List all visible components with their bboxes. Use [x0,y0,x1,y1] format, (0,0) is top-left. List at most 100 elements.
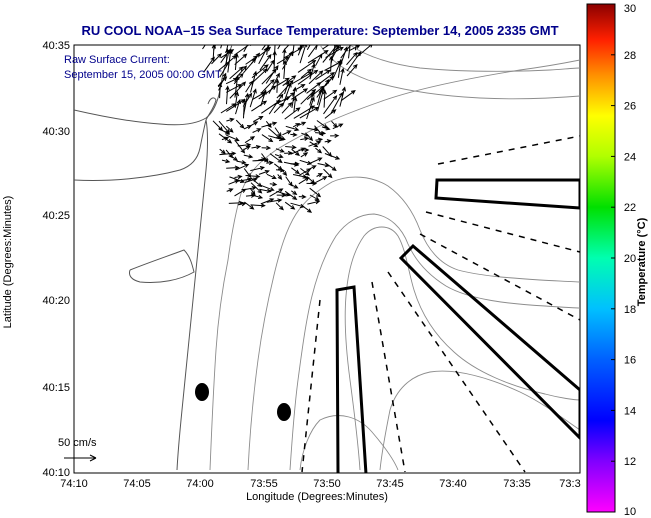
current-vector [300,152,309,158]
current-vector [229,81,247,99]
colorbar-tick-label: 28 [624,50,636,62]
current-vector [308,70,324,85]
current-vector [315,176,328,184]
current-vector [307,199,321,205]
current-vector [293,105,316,119]
x-tick-label: 73:50 [313,478,341,490]
current-vector [308,141,322,147]
current-vector [300,88,317,105]
current-vector [226,45,229,51]
current-vector [348,45,361,52]
current-vector [243,92,250,115]
current-vector [297,45,304,50]
current-vector [282,75,297,87]
current-vector [282,59,288,79]
current-vector [242,98,247,119]
current-vector [330,45,336,64]
mooring-marker-1 [195,383,209,401]
x-tick-label: 73:35 [503,478,531,490]
current-vector [275,148,285,153]
survey-area-1 [335,285,368,473]
current-vector [306,133,314,142]
current-vector [281,101,293,114]
current-vector [276,190,291,197]
current-vector [284,45,290,50]
current-vector [252,92,266,101]
colorbar-ticks: 30 28 26 24 22 20 18 16 14 12 10 [611,3,636,518]
current-vector [217,82,223,99]
current-vector [258,170,270,175]
current-vector [322,89,327,108]
current-vector [297,59,317,73]
current-vector [339,86,346,107]
current-vector [203,56,215,73]
current-vector [226,188,234,193]
current-vector [306,96,315,120]
colorbar-tick-label: 18 [624,304,636,316]
current-vector [266,45,269,56]
current-vector [234,188,247,197]
current-vector [306,45,311,51]
current-vector [298,194,307,199]
current-vector [307,50,329,64]
current-vector [281,169,288,176]
current-vector [309,157,323,164]
bathymetry-contour-shelf-1 [247,176,580,471]
current-vector [273,102,284,114]
current-vector [221,136,230,141]
current-vector [269,153,283,164]
current-vector [309,63,316,80]
current-vector [324,153,341,160]
current-vector [300,136,310,141]
current-vector [253,115,264,123]
current-vector [292,45,295,57]
current-vector [348,45,351,59]
x-tick-label: 73:55 [250,478,278,490]
current-vector [292,123,301,128]
current-vector [275,202,284,211]
current-vector [235,119,245,129]
x-tick-label: 73:40 [439,478,467,490]
x-tick-label: 73:45 [376,478,404,490]
colorbar [586,3,616,513]
current-vector [251,100,268,112]
current-vector [315,147,323,154]
current-vector [226,165,240,170]
current-vector [340,90,356,102]
current-vector [236,160,247,165]
current-vector [291,71,313,85]
colorbar-tick-label: 20 [624,253,636,265]
current-vector [219,60,230,78]
current-vector [290,147,306,155]
current-vector [297,69,319,85]
current-vector [226,134,240,142]
current-vector [243,145,251,150]
current-vector [333,45,341,52]
current-vector [291,167,300,175]
colorbar-tick-label: 12 [624,456,636,468]
current-vector [330,91,343,114]
current-vector [292,96,298,112]
current-vector [309,194,320,201]
current-vector [323,89,338,100]
current-vector [202,45,206,50]
current-vector [322,45,330,50]
current-vector [243,58,257,74]
x-tick-label: 74:00 [186,478,214,490]
bathymetry-contour-north [319,45,580,100]
current-vector [268,93,284,115]
current-vector [261,134,274,143]
current-vector [259,184,275,191]
current-vector [275,78,280,93]
bathymetry-contour-offshore [299,415,399,471]
current-vector [250,121,259,127]
current-vector [250,166,266,172]
coastline-inlet [129,249,195,283]
transect-line-1 [301,299,321,473]
legend-line-1: Raw Surface Current: [64,54,170,66]
current-vector [298,177,310,185]
transect-line-5 [425,211,580,253]
current-vector [315,69,331,81]
x-axis-label: Longitude (Degrees:Minutes) [246,491,388,503]
colorbar-tick-label: 14 [624,405,636,417]
